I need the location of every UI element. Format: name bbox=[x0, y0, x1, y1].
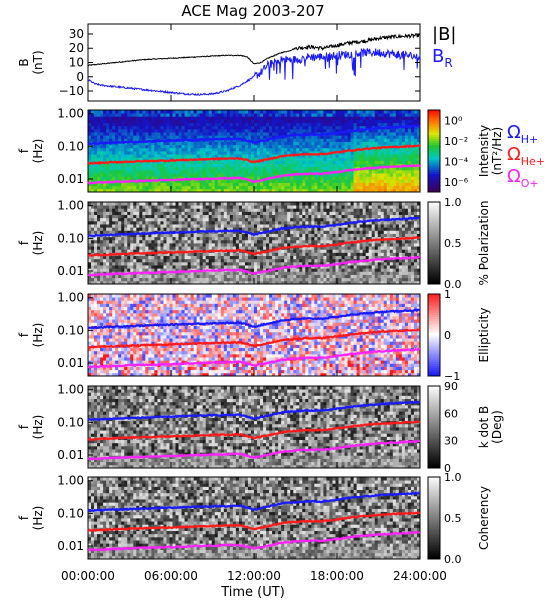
figure-title: ACE Mag 2003-207 bbox=[181, 2, 324, 20]
colorbar-tick-label: 1.0 bbox=[444, 196, 462, 209]
gyro-line-h bbox=[87, 491, 421, 513]
series-br-line bbox=[87, 48, 421, 96]
colorbar-tick-label: 0 bbox=[444, 462, 451, 475]
x-axis-label: Time (UT) bbox=[220, 585, 285, 600]
colorbar-title: (Deg) bbox=[490, 410, 504, 444]
gyro-line-o bbox=[87, 530, 421, 552]
colorbar-tick-label: 30 bbox=[444, 435, 458, 448]
colorbar-tick-label: 0.0 bbox=[444, 278, 462, 291]
ytick-label: 0.01 bbox=[57, 356, 84, 370]
gyro-line-he bbox=[87, 511, 421, 532]
panel-intensity-ylabel: f bbox=[17, 148, 31, 153]
colorbar-tick-label: 0 bbox=[444, 329, 451, 342]
ytick-label: 1.00 bbox=[57, 107, 84, 121]
colorbar-tick-label: 0.5 bbox=[444, 237, 462, 250]
colorbar-tick-label: 1.0 bbox=[444, 471, 462, 484]
gyro-line-he bbox=[87, 420, 421, 441]
xtick-label: 24:00:00 bbox=[393, 569, 447, 583]
colorbar-tick-label: −1 bbox=[444, 370, 460, 383]
ytick-label: 0.01 bbox=[57, 539, 84, 553]
ytick-label: 0.01 bbox=[57, 172, 84, 186]
panel-kdotb-ylabel: f bbox=[17, 424, 31, 429]
colorbar-title: % Polarization bbox=[477, 201, 491, 286]
ytick-label: 0.10 bbox=[57, 231, 84, 245]
gyro-line-h bbox=[87, 308, 420, 330]
colorbar-tick-label: 10⁰ bbox=[444, 114, 463, 127]
series-bmag-line bbox=[87, 33, 421, 67]
colorbar-title: (nT²/Hz) bbox=[490, 127, 504, 175]
panel-kdotb-yunit: (Hz) bbox=[31, 415, 45, 440]
colorbar-tick-label: 1 bbox=[444, 288, 451, 301]
gyro-line-he bbox=[87, 328, 421, 349]
panel-polarization: 1.00 0.10 0.01 f (Hz) 1.0 0.5 0.0 % Polarization bbox=[17, 196, 491, 291]
colorbar-tick-label: 10⁻⁴ bbox=[444, 155, 469, 168]
colorbar-coherency bbox=[427, 476, 441, 560]
panel-polarization-yunit: (Hz) bbox=[31, 231, 45, 256]
colorbar-tick-label: 10⁻⁶ bbox=[444, 176, 469, 189]
panel-bfield-ylabel: B bbox=[17, 58, 31, 66]
panel-coherency-yunit: (Hz) bbox=[31, 506, 45, 531]
panel-polarization-ylabel: f bbox=[17, 240, 31, 245]
ytick-label: 1.00 bbox=[57, 199, 84, 213]
ytick-label: 1.00 bbox=[57, 383, 84, 397]
gyro-legend-o: ΩO+ bbox=[507, 166, 539, 190]
panel-coherency: 1.00 0.10 0.01 f (Hz) 1.0 0.5 0.0 Coherency bbox=[17, 471, 491, 566]
panel-intensity: 1.00 0.10 0.01 f (Hz) 10⁰ 10⁻² 10⁻⁴ 10⁻⁶ Intensit… bbox=[17, 107, 504, 193]
ytick-label: 0 bbox=[76, 70, 84, 84]
gyro-line-h bbox=[87, 400, 421, 422]
x-axis: 00:00:00 06:00:00 12:00:00 18:00:00 24:00:00 bbox=[61, 569, 447, 583]
ytick-label: 1.00 bbox=[57, 291, 84, 305]
ytick-label: 20 bbox=[69, 41, 84, 55]
ytick-label: 30 bbox=[69, 27, 84, 41]
ytick-label: 1.00 bbox=[57, 474, 84, 488]
panel-ellipticity-yunit: (Hz) bbox=[31, 323, 45, 348]
colorbar-intensity bbox=[427, 109, 441, 193]
gyro-legend-he: ΩHe+ bbox=[507, 144, 545, 168]
colorbar-tick-label: 0.0 bbox=[444, 553, 462, 566]
panel-bfield-yunit: (nT) bbox=[31, 50, 45, 74]
colorbar-tick-label: 0.5 bbox=[444, 512, 462, 525]
colorbar-title: k dot B bbox=[477, 406, 491, 448]
gyro-line-o bbox=[87, 347, 421, 369]
ytick-label: 0.10 bbox=[57, 415, 84, 429]
gyro-line-he bbox=[87, 236, 421, 257]
colorbar-tick-label: 10⁻² bbox=[444, 135, 468, 148]
ytick-label: 0.10 bbox=[57, 139, 84, 153]
panel-ellipticity: 1.00 0.10 0.01 f (Hz) 1 0 −1 Ellipticity bbox=[17, 288, 491, 383]
panel-ellipticity-ylabel: f bbox=[17, 332, 31, 337]
colorbar-title: Ellipticity bbox=[477, 308, 491, 363]
ytick-label: −10 bbox=[59, 84, 84, 98]
gyro-line-h bbox=[87, 124, 421, 146]
panel-coherency-ylabel: f bbox=[17, 515, 31, 520]
xtick-label: 12:00:00 bbox=[227, 569, 281, 583]
panel-kdotb: 1.00 0.10 0.01 f (Hz) 90 60 30 0 k dot B (Deg) bbox=[17, 380, 504, 475]
ytick-label: 10 bbox=[69, 56, 84, 70]
colorbar-tick-label: 90 bbox=[444, 380, 458, 393]
ytick-label: 0.10 bbox=[57, 506, 84, 520]
xtick-label: 00:00:00 bbox=[61, 569, 115, 583]
gyro-legend-h: ΩH+ bbox=[507, 122, 538, 146]
gyro-line-o bbox=[87, 255, 421, 277]
gyro-line-h bbox=[87, 216, 421, 238]
legend-br: BR bbox=[432, 46, 453, 70]
panel-bfield-frame bbox=[87, 23, 421, 102]
xtick-label: 18:00:00 bbox=[310, 569, 364, 583]
ytick-label: 0.01 bbox=[57, 264, 84, 278]
gyro-line-he bbox=[87, 144, 421, 166]
gyro-line-o bbox=[87, 439, 420, 461]
colorbar-kdotb bbox=[427, 385, 441, 469]
legend-bmag: |B| bbox=[432, 24, 456, 45]
ytick-label: 0.10 bbox=[57, 323, 84, 337]
colorbar-ellipticity bbox=[427, 293, 441, 377]
panel-intensity-yunit: (Hz) bbox=[31, 139, 45, 164]
colorbar-tick-label: 60 bbox=[444, 407, 458, 420]
colorbar-polarization bbox=[427, 201, 441, 285]
colorbar-title: Coherency bbox=[477, 486, 491, 550]
colorbar-title: Intensity bbox=[477, 125, 491, 177]
gyro-line-o bbox=[87, 163, 421, 185]
xtick-label: 06:00:00 bbox=[144, 569, 198, 583]
ytick-label: 0.01 bbox=[57, 448, 84, 462]
